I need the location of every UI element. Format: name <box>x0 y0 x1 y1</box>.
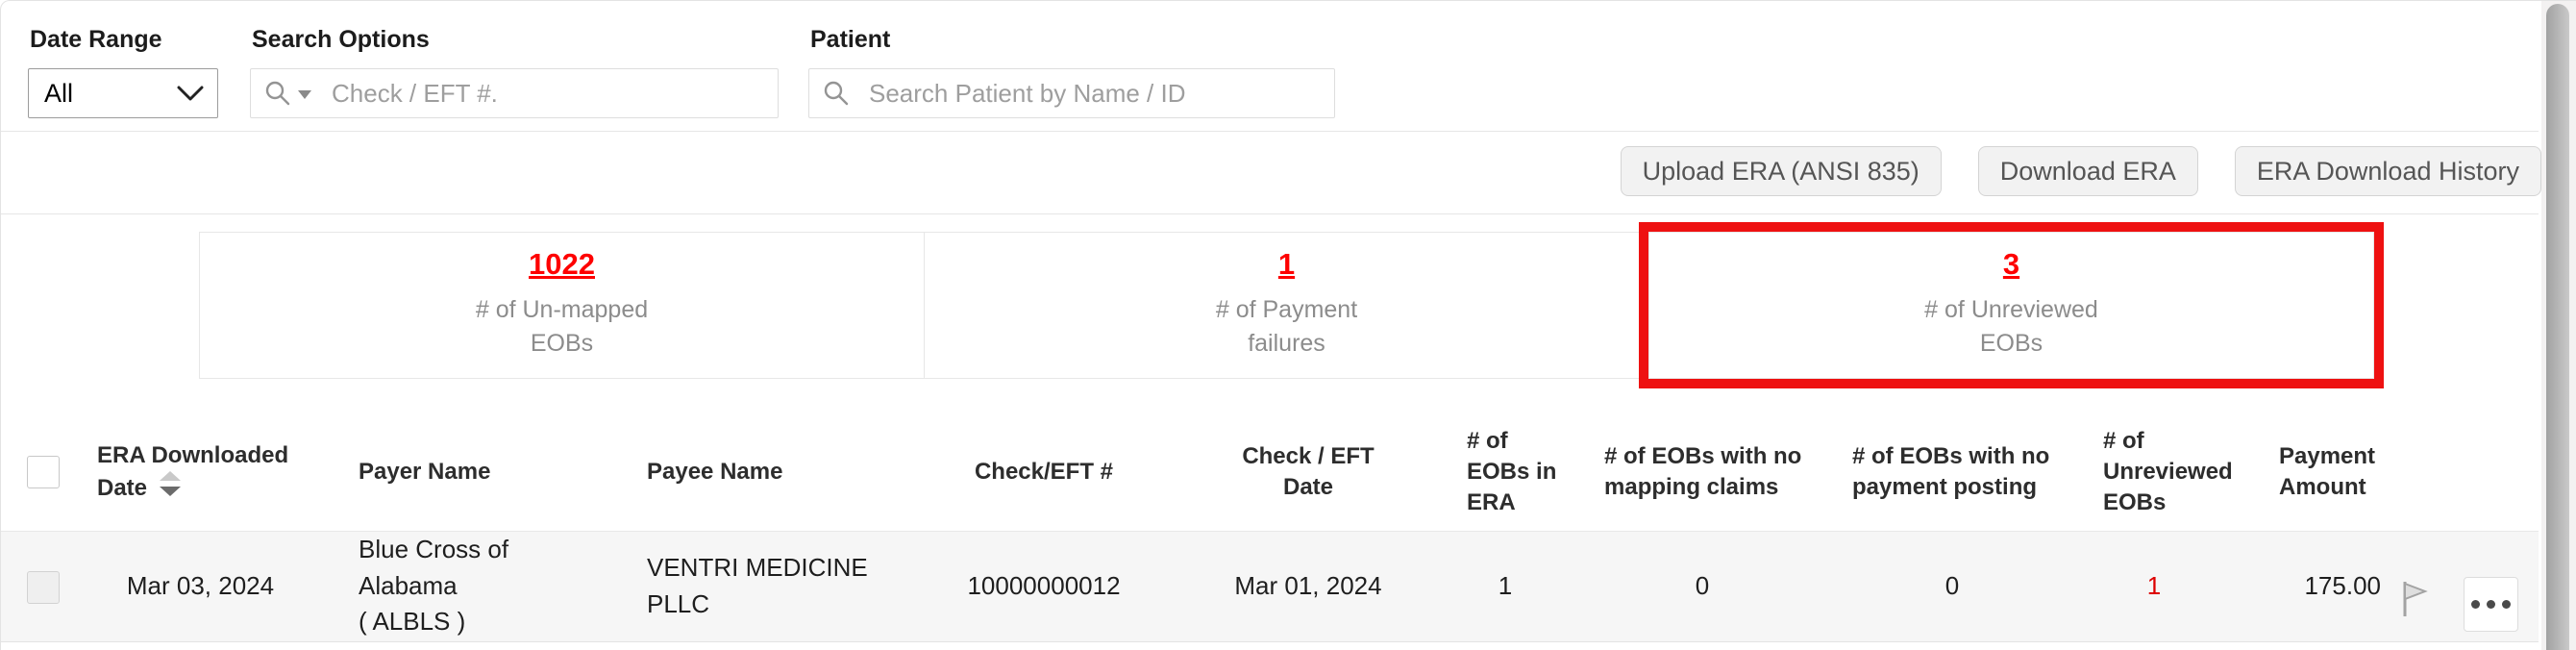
stat-card-unmapped-eobs: 1022 # of Un-mapped EOBs <box>199 232 925 379</box>
payment-failures-label: # of Payment failures <box>1215 295 1358 357</box>
stat-card-unreviewed-eobs: 3 # of Unreviewed EOBs <box>1648 232 2374 379</box>
check-eft-search-input[interactable] <box>250 68 779 118</box>
flag-icon[interactable] <box>2399 580 2428 618</box>
patient-label: Patient <box>810 26 891 53</box>
toolbar-buttons: Upload ERA (ANSI 835) Download ERA ERA D… <box>1620 146 2541 196</box>
cell-payment-amount: 175.00 <box>2304 570 2381 600</box>
cell-eobs-no-mapping-claims: 0 <box>1695 570 1710 600</box>
filter-bar: Date Range All Search Options <box>1 1 2539 132</box>
header-payer-name: Payer Name <box>359 458 491 485</box>
cell-payee-name: VENTRI MEDICINE PLLC <box>647 552 868 618</box>
cell-eobs-no-payment-posting: 0 <box>1944 570 1960 600</box>
patient-search <box>808 68 1335 118</box>
header-check-eft-date: Check / EFT Date <box>1242 443 1375 500</box>
table-header-row: ERA Downloaded Date Payer Name Payee Nam… <box>1 413 2539 531</box>
era-download-history-button[interactable]: ERA Download History <box>2234 146 2541 196</box>
vertical-scrollbar-thumb[interactable] <box>2546 4 2569 650</box>
download-era-button[interactable]: Download ERA <box>1977 146 2198 196</box>
patient-search-input[interactable] <box>808 68 1335 118</box>
sort-icon[interactable] <box>159 470 182 498</box>
chevron-down-icon <box>177 86 204 100</box>
more-actions-icon <box>2470 599 2480 609</box>
cell-payer-name: Blue Cross of Alabama ( ALBLS ) <box>359 534 509 637</box>
toolbar: Upload ERA (ANSI 835) Download ERA ERA D… <box>1 132 2541 214</box>
unreviewed-eobs-count-link[interactable]: 3 <box>2002 247 2020 281</box>
header-era-downloaded-date[interactable]: ERA Downloaded Date <box>97 441 289 502</box>
more-actions-icon <box>2486 599 2495 609</box>
search-options-label: Search Options <box>252 26 430 53</box>
row-checkbox[interactable] <box>27 570 60 604</box>
era-table: ERA Downloaded Date Payer Name Payee Nam… <box>1 413 2539 642</box>
cell-check-eft-date: Mar 01, 2024 <box>1234 570 1382 600</box>
unmapped-eobs-count-link[interactable]: 1022 <box>529 247 595 281</box>
header-payee-name: Payee Name <box>647 458 783 485</box>
header-unreviewed-eobs: # of Unreviewed EOBs <box>2103 428 2233 515</box>
header-payment-amount: Payment Amount <box>2279 443 2376 500</box>
more-actions-icon <box>2501 599 2511 609</box>
stats-row: 1022 # of Un-mapped EOBs 1 # of Payment … <box>199 232 2374 379</box>
check-eft-search <box>250 68 779 118</box>
vertical-scrollbar-track[interactable] <box>2541 1 2576 650</box>
cell-check-eft-number: 10000000012 <box>967 570 1121 600</box>
cell-era-downloaded-date: Mar 03, 2024 <box>126 570 275 600</box>
unreviewed-eobs-label: # of Unreviewed EOBs <box>1924 295 2098 357</box>
unmapped-eobs-label: # of Un-mapped EOBs <box>475 295 649 357</box>
cell-eobs-in-era: 1 <box>1498 570 1513 600</box>
row-actions-button[interactable] <box>2463 576 2518 632</box>
table-row: Mar 03, 2024 Blue Cross of Alabama ( ALB… <box>1 531 2539 641</box>
payment-failures-count-link[interactable]: 1 <box>1277 247 1296 281</box>
date-range-selected-value: All <box>44 78 74 108</box>
select-all-checkbox[interactable] <box>27 455 60 488</box>
header-check-eft-number: Check/EFT # <box>974 458 1114 485</box>
cell-unreviewed-eobs[interactable]: 1 <box>2146 570 2162 600</box>
header-eobs-no-mapping-claims: # of EOBs with no mapping claims <box>1604 443 1802 500</box>
stat-card-payment-failures: 1 # of Payment failures <box>924 232 1649 379</box>
date-range-label: Date Range <box>30 26 162 53</box>
upload-era-button[interactable]: Upload ERA (ANSI 835) <box>1620 146 1942 196</box>
header-eobs-in-era: # of EOBs in ERA <box>1467 428 1557 515</box>
date-range-select[interactable]: All <box>28 68 218 118</box>
header-eobs-no-payment-posting: # of EOBs with no payment posting <box>1852 443 2050 500</box>
